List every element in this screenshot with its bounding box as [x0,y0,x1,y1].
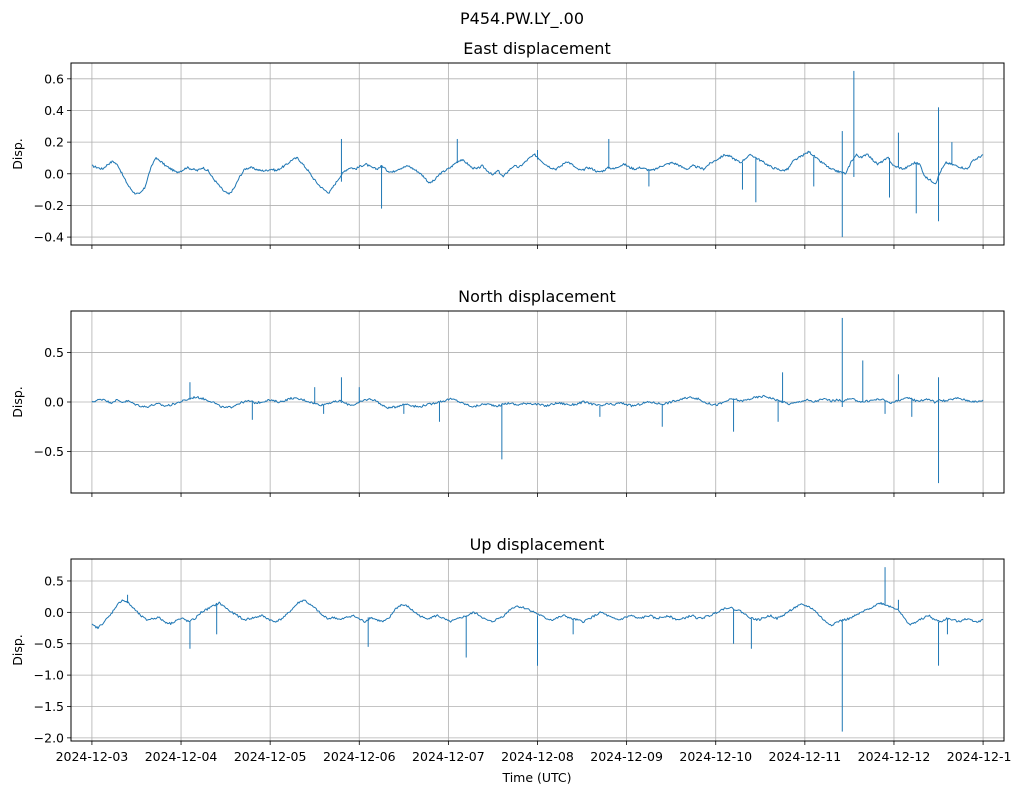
grid-lines [71,311,1004,493]
panel-title: East displacement [463,39,610,58]
displacement-line [91,599,984,630]
x-ticks: 2024-12-03 2024-12-04 2024-12-05 2024-12-06… [56,741,1012,764]
x-tick-label: 2024-12-06 [323,749,396,764]
y-tick-label: 0.0 [44,395,64,410]
y-ticks: 0.5 0.0 −0.5 −1.0 −1.5 −2.0 [34,573,71,745]
y-axis-label: Disp. [10,634,25,666]
panel-title: Up displacement [470,535,605,554]
y-axis-label: Disp. [10,138,25,170]
figure-suptitle: P454.PW.LY_.00 [460,9,584,29]
y-tick-label: 0.4 [44,103,64,118]
x-tick-label: 2024-12-12 [858,749,931,764]
y-tick-label: −0.4 [34,230,64,245]
x-tick-label: 2024-12-05 [234,749,307,764]
y-tick-label: 0.0 [44,166,64,181]
y-ticks: 0.5 0.0 −0.5 [34,345,71,459]
y-tick-label: 0.5 [44,345,64,360]
x-axis-label: Time (UTC) [501,770,571,785]
x-tick-label: 2024-12-11 [769,749,842,764]
x-ticks [91,493,984,497]
north-displacement-panel: North displacement 0.5 0.0 −0.5 Disp. [10,287,1005,497]
y-tick-label: −2.0 [34,730,64,745]
x-tick-label: 2024-12-08 [501,749,574,764]
series-line [91,317,984,484]
displacement-line [91,394,984,410]
x-tick-label: 2024-12-09 [590,749,663,764]
y-tick-label: 0.2 [44,135,64,150]
y-tick-label: 0.6 [44,71,64,86]
series-line [91,567,984,732]
x-tick-label: 2024-12-10 [679,749,752,764]
y-axis-label: Disp. [10,386,25,418]
axes-frame [70,310,1005,494]
y-ticks: 0.6 0.4 0.2 0.0 −0.2 −0.4 [34,71,71,245]
x-tick-label: 2024-12-07 [412,749,485,764]
x-ticks [91,245,984,249]
axes-frame [70,558,1005,742]
east-displacement-panel: East displacement 0.6 0.4 0.2 0.0 −0.2 −0.4 D… [10,39,1005,249]
x-tick-label: 2024-12-04 [145,749,218,764]
y-tick-label: 0.5 [44,573,64,588]
grid-lines [71,63,1004,245]
axes-frame [70,62,1005,246]
y-tick-label: −0.5 [34,444,64,459]
x-tick-label: 2024-12-03 [56,749,129,764]
panel-title: North displacement [458,287,616,306]
y-tick-label: −0.2 [34,198,64,213]
y-tick-label: −0.5 [34,636,64,651]
y-tick-label: 0.0 [44,605,64,620]
y-tick-label: −1.5 [34,699,64,714]
series-line [91,70,984,238]
y-tick-label: −1.0 [34,668,64,683]
x-tick-label: 2024-12-13 [947,749,1012,764]
up-displacement-panel: Up displacement 0.5 0.0 −0.5 −1.0 −1.5 −2.0 2… [10,535,1012,764]
